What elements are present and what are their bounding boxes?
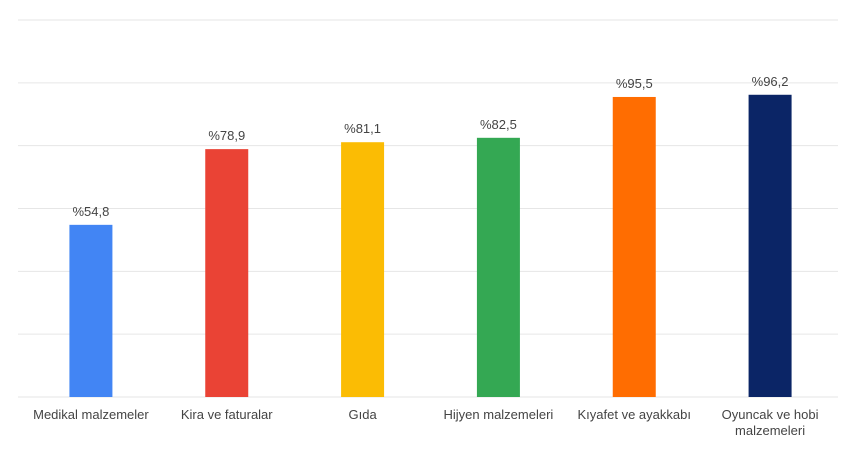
x-tick-label: Hijyen malzemeleri [443,407,554,422]
bar [69,224,113,397]
bar [748,94,792,397]
x-tick-label: Medikal malzemeler [33,407,149,422]
data-label: %82,5 [480,117,517,132]
data-label: %81,1 [344,121,381,136]
bar [612,96,656,398]
bar [205,149,249,397]
x-tick-label: Oyuncak ve hobi malzemeleri [721,407,819,438]
bar [341,142,385,397]
data-label: %96,2 [752,74,789,89]
x-tick-label: Gıda [348,407,377,422]
data-label: %54,8 [72,204,109,219]
x-tick-label: Kıyafet ve ayakkabı [577,407,691,422]
data-label: %78,9 [208,128,245,143]
data-label: %95,5 [616,76,653,91]
x-tick-label: Kira ve faturalar [180,407,273,422]
bar [476,137,520,397]
